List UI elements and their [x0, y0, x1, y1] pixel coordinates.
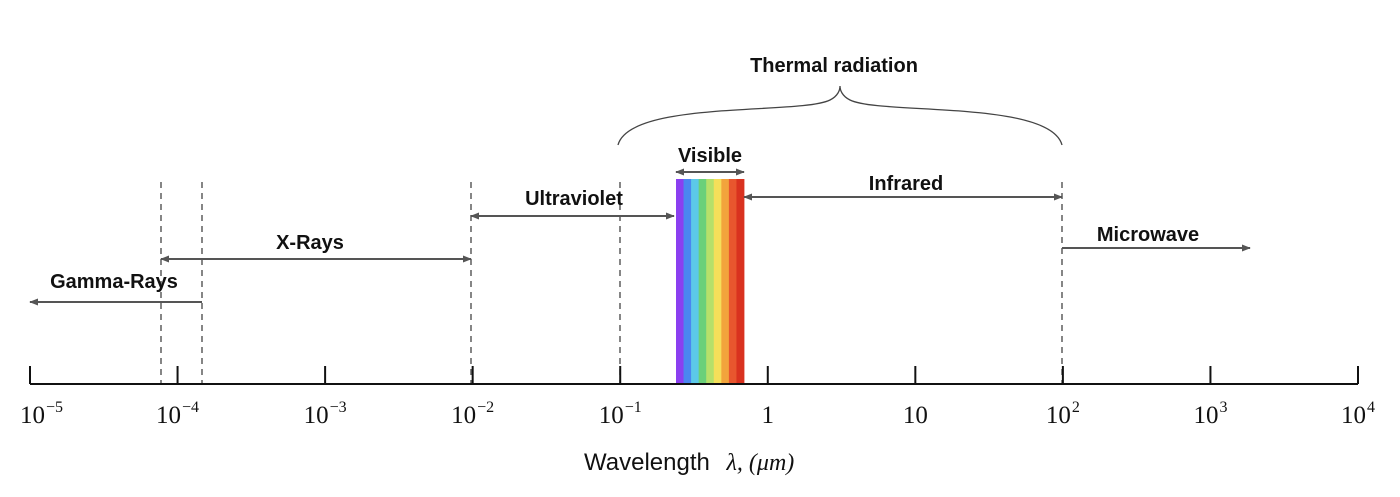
- axis-tick-label: 103: [1193, 399, 1227, 429]
- spectrum-stripe: [706, 179, 715, 384]
- spectrum-stripe: [728, 179, 737, 384]
- tick-label-exponent: 3: [1219, 399, 1227, 416]
- spectrum-stripe: [713, 179, 722, 384]
- spectrum-stripe: [691, 179, 700, 384]
- microwave-label: Microwave: [1097, 224, 1199, 246]
- tick-label-exponent: −2: [477, 399, 494, 416]
- spectrum-stripe: [683, 179, 692, 384]
- tick-label-base: 10: [20, 402, 45, 429]
- axis-tick-label: 102: [1046, 399, 1080, 429]
- thermal-radiation-label: Thermal radiation: [750, 55, 918, 77]
- spectrum-stripe: [721, 179, 730, 384]
- tick-label-base: 10: [903, 402, 928, 429]
- spectrum-stripe: [676, 179, 684, 384]
- tick-label-base: 10: [1193, 402, 1218, 429]
- axis-tick-label: 10−2: [451, 399, 494, 429]
- axis-tick-label: 10−5: [20, 399, 63, 429]
- tick-label-exponent: −4: [182, 399, 199, 416]
- spectrum-stripe: [698, 179, 707, 384]
- tick-label-base: 10: [1341, 402, 1366, 429]
- tick-label-base: 10: [304, 402, 329, 429]
- visible-label: Visible: [678, 145, 742, 167]
- axis-title-text: Wavelength: [584, 449, 710, 476]
- axis-tick-label: 10−1: [599, 399, 642, 429]
- tick-label-exponent: 2: [1072, 399, 1080, 416]
- spectrum-stripe: [736, 179, 745, 384]
- tick-label-base: 10: [599, 402, 624, 429]
- tick-label-base: 1: [762, 402, 775, 429]
- tick-label-base: 10: [156, 402, 181, 429]
- tick-label-base: 10: [1046, 402, 1071, 429]
- axis-ticks: 10−5 10−4 10−3 10−2 10−1 1 10 102 103 104: [20, 366, 1375, 429]
- ultraviolet-label: Ultraviolet: [525, 188, 623, 210]
- tick-label-exponent: −1: [625, 399, 642, 416]
- axis-tick-label: 10−3: [304, 399, 347, 429]
- axis-title: Wavelength λ, (μm): [584, 449, 794, 476]
- tick-label-exponent: −5: [46, 399, 63, 416]
- tick-label-base: 10: [451, 402, 476, 429]
- axis-tick-label: 1: [762, 402, 775, 429]
- x-rays-label: X-Rays: [276, 232, 344, 254]
- gamma-rays-label: Gamma-Rays: [50, 271, 178, 293]
- visible-spectrum-bar: [676, 179, 745, 384]
- tick-label-exponent: 4: [1367, 399, 1375, 416]
- axis-title-symbol: λ, (μm): [726, 450, 795, 476]
- axis-tick-label: 10: [903, 402, 928, 429]
- infrared-label: Infrared: [869, 173, 943, 195]
- axis-tick-label: 10−4: [156, 399, 199, 429]
- tick-label-exponent: −3: [330, 399, 347, 416]
- axis-tick-label: 104: [1341, 399, 1375, 429]
- thermal-radiation-brace: [617, 85, 1063, 146]
